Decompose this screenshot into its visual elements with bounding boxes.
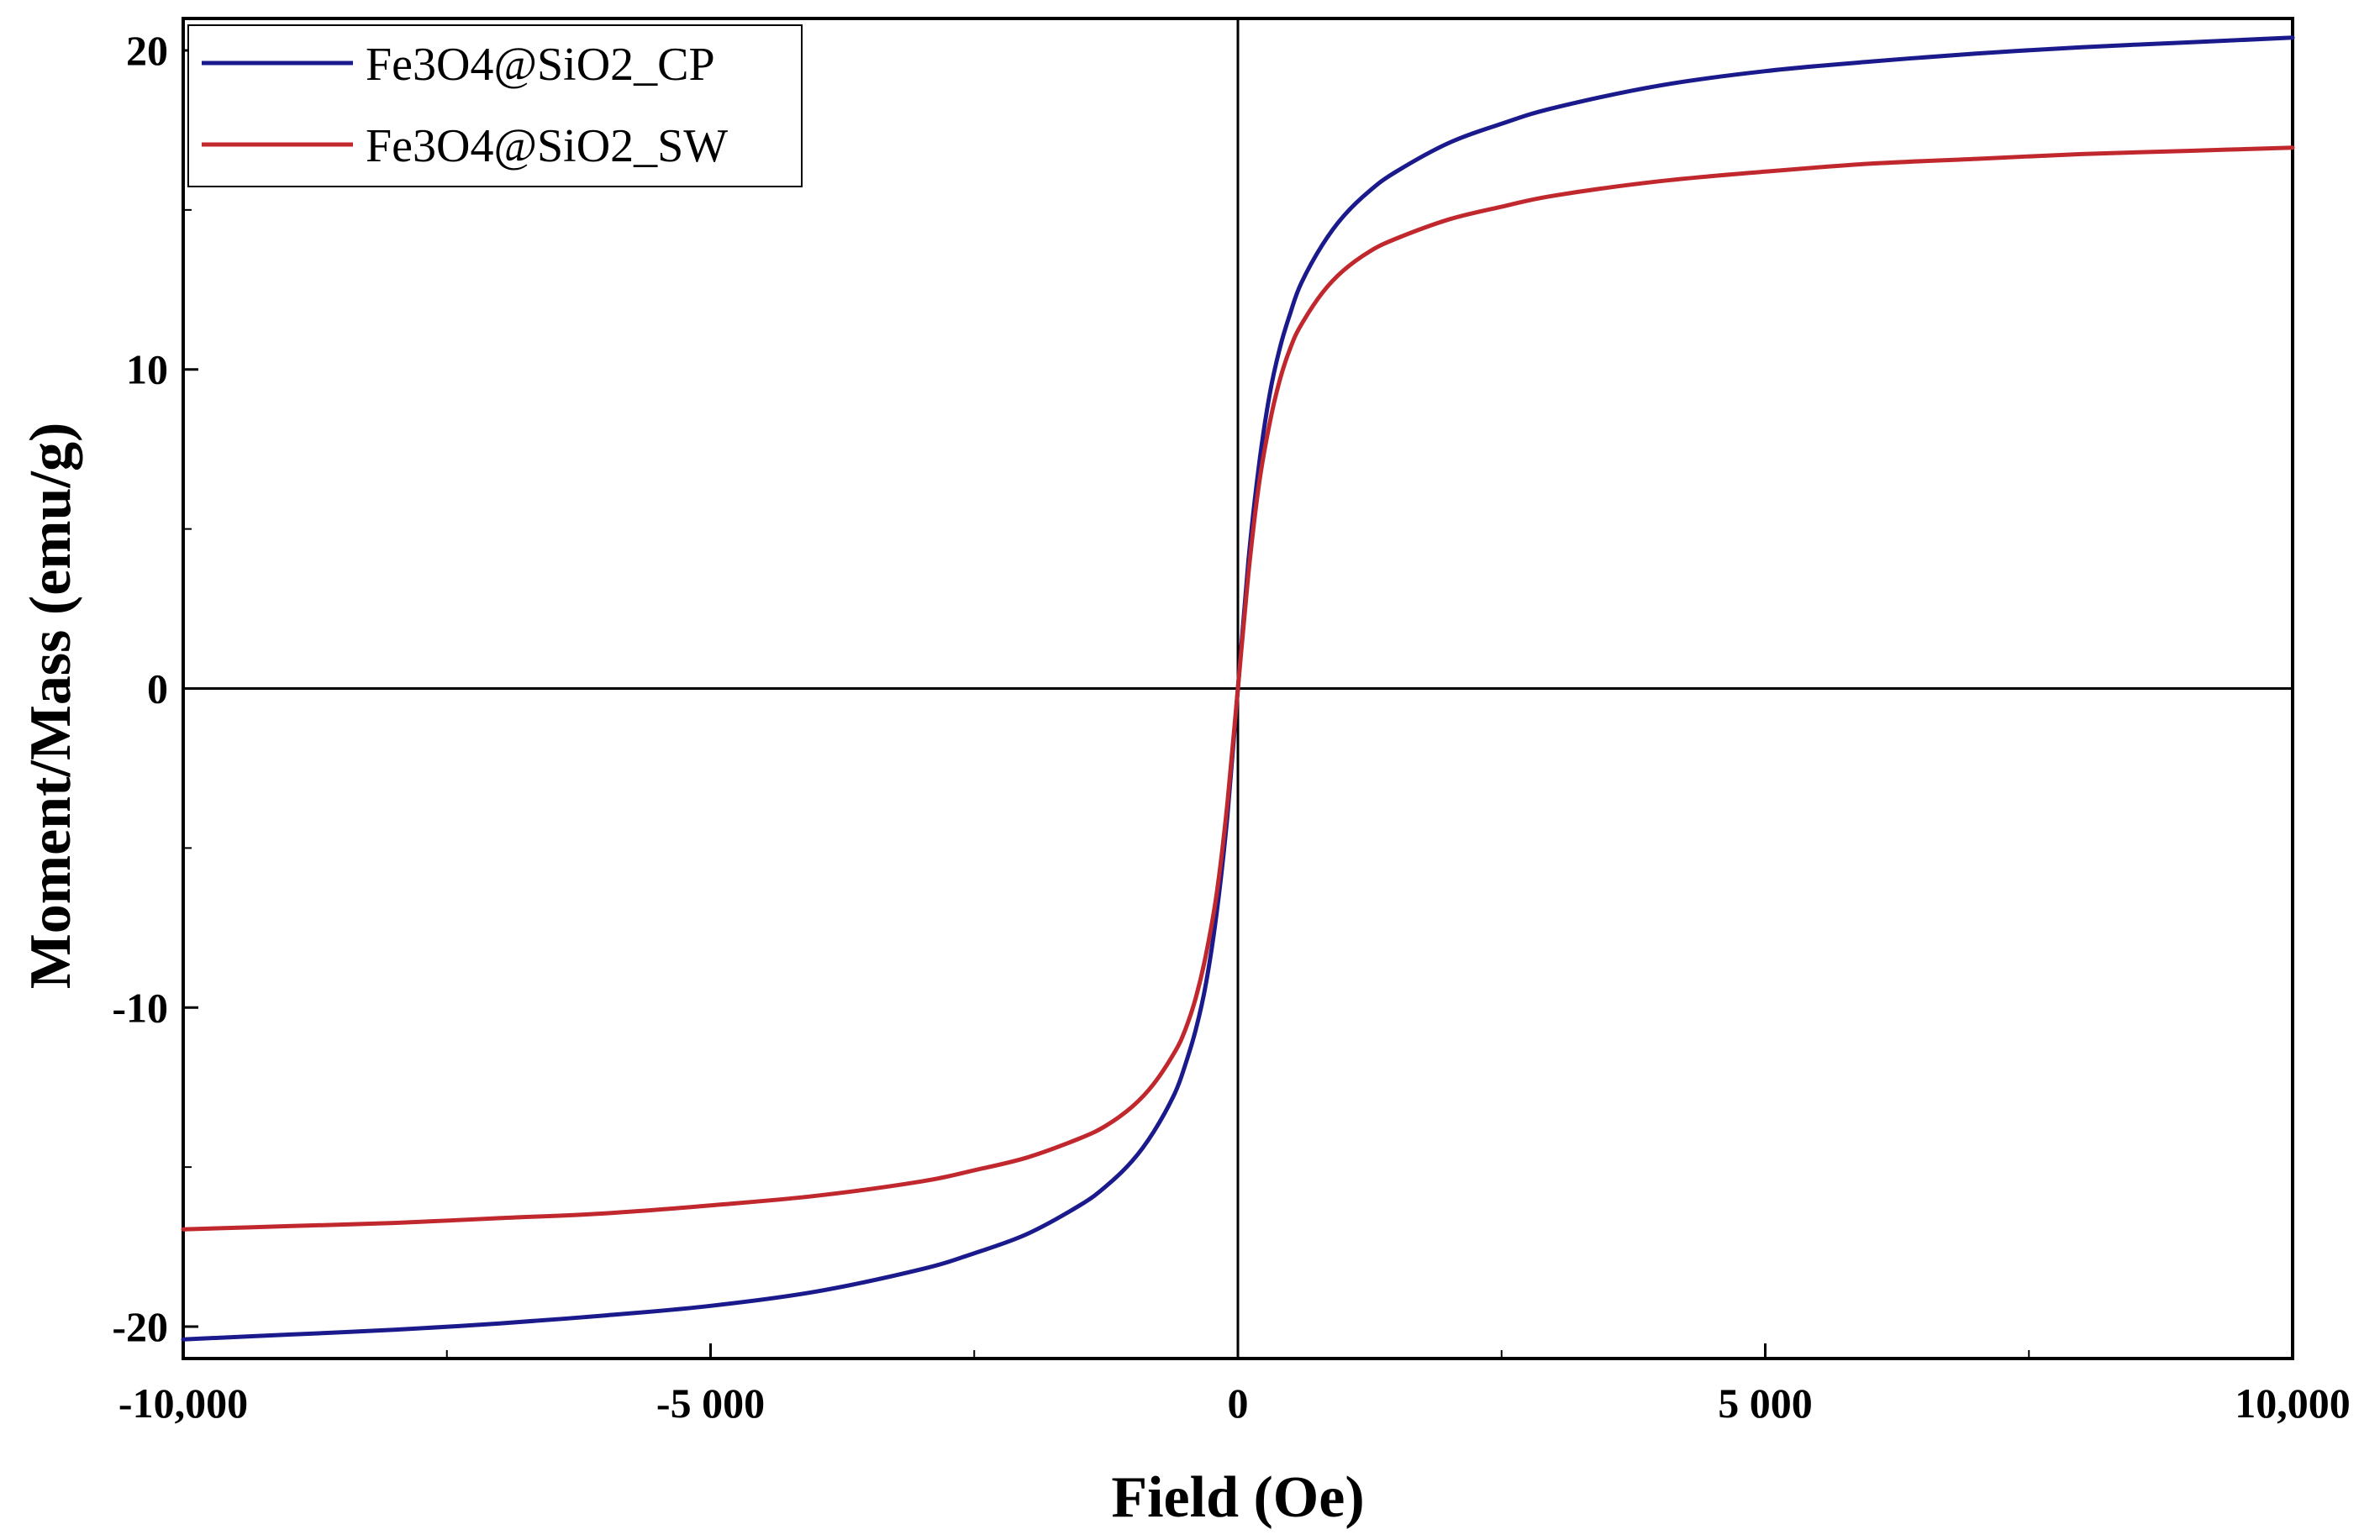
legend-box: [187, 24, 803, 187]
legend: Fe3O4@SiO2_CP Fe3O4@SiO2_SW: [187, 24, 803, 187]
y-axis-title: Moment/Mass (emu/g): [18, 423, 83, 990]
y-tick-label: 10: [126, 346, 168, 393]
legend-label-sw: Fe3O4@SiO2_SW: [366, 120, 728, 172]
y-tick-label: 20: [126, 27, 168, 74]
y-tick-label: -20: [112, 1303, 168, 1350]
x-tick-label: 0: [1228, 1380, 1249, 1427]
x-axis-title: Field (Oe): [1111, 1465, 1364, 1530]
x-tick-label: -5 000: [656, 1380, 765, 1427]
x-tick-label: 10,000: [2235, 1380, 2351, 1427]
x-tick-label: -10,000: [118, 1380, 248, 1427]
series-layer: [181, 35, 2295, 1342]
x-tick-label: 5 000: [1718, 1380, 1813, 1427]
legend-label-cp: Fe3O4@SiO2_CP: [366, 39, 715, 91]
y-tick-label: 0: [147, 665, 168, 712]
series-line-sw: [181, 145, 2295, 1232]
y-tick-label: -10: [112, 984, 168, 1031]
axis-ticks: -10,000 -5 000 0 5 000 10,000 -20 -10 0 10 20: [112, 27, 2350, 1427]
